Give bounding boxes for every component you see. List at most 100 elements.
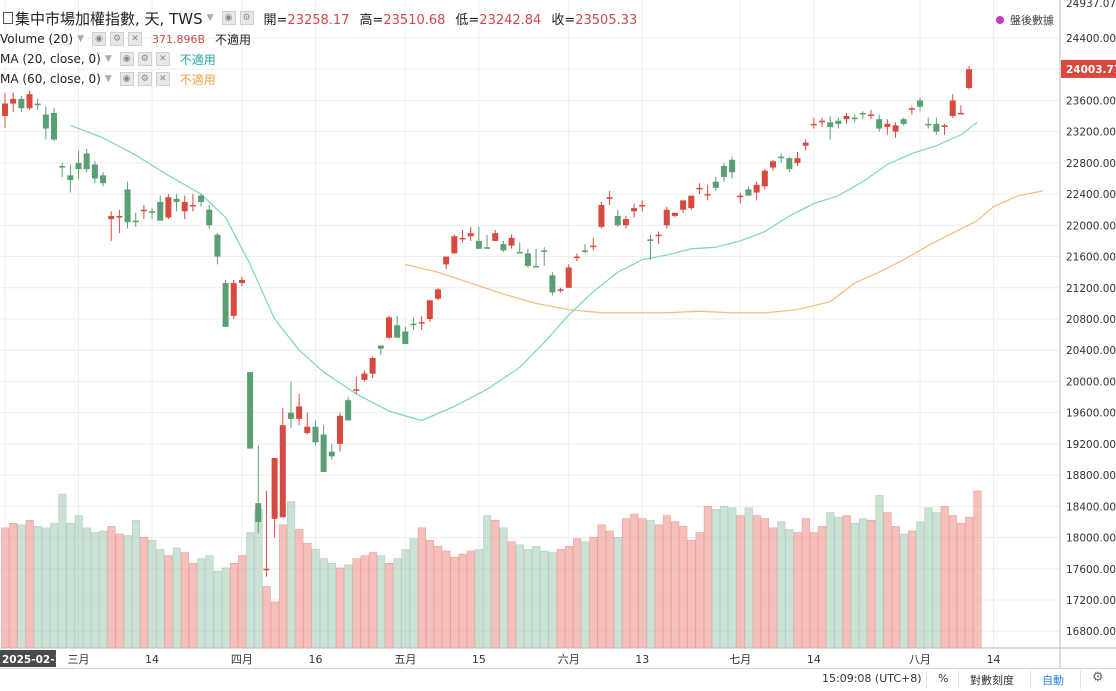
volume-bar bbox=[450, 556, 459, 649]
candle-body bbox=[884, 123, 891, 127]
volume-bar bbox=[360, 555, 369, 649]
volume-bar bbox=[344, 564, 353, 649]
eye-icon[interactable]: ◉ bbox=[119, 52, 134, 66]
y-tick-label: 20800.00 bbox=[1066, 314, 1116, 326]
y-tick-label: 17600.00 bbox=[1066, 564, 1116, 576]
settings-icon[interactable]: ⚙ bbox=[137, 72, 152, 86]
volume-bar bbox=[540, 550, 549, 649]
volume-bar bbox=[42, 527, 51, 649]
volume-bar bbox=[368, 552, 377, 649]
chevron-down-icon[interactable]: ▼ bbox=[77, 34, 84, 44]
y-tick-label: 19200.00 bbox=[1066, 439, 1116, 451]
volume-bar bbox=[646, 519, 655, 649]
volume-label[interactable]: Volume (20) bbox=[0, 32, 74, 46]
settings-icon[interactable]: ⚙ bbox=[239, 11, 254, 25]
volume-bar bbox=[801, 518, 810, 649]
candle-body bbox=[745, 189, 752, 196]
candle-body bbox=[157, 201, 164, 221]
candle-body bbox=[704, 194, 711, 196]
candle-body bbox=[320, 434, 327, 472]
current-date-badge bbox=[0, 650, 56, 667]
volume-bar bbox=[736, 515, 745, 649]
close-icon[interactable]: ✕ bbox=[128, 32, 142, 46]
candle-body bbox=[189, 205, 196, 207]
candle-body bbox=[614, 215, 621, 226]
candle-body bbox=[287, 412, 294, 419]
chevron-down-icon[interactable]: ▼ bbox=[206, 13, 214, 23]
volume-bar bbox=[99, 530, 108, 649]
candle-body bbox=[606, 197, 613, 199]
ma20-status: 不適用 bbox=[179, 52, 216, 67]
eye-icon[interactable]: ◉ bbox=[92, 32, 106, 46]
candle-body bbox=[753, 184, 760, 193]
clock-time: 15:09:08 (UTC+8) bbox=[822, 672, 922, 685]
candle-body bbox=[255, 503, 262, 522]
settings-icon[interactable]: ⚙ bbox=[137, 52, 152, 66]
candle-body bbox=[557, 289, 564, 291]
y-tick-label: 20400.00 bbox=[1066, 345, 1116, 357]
volume-bar bbox=[417, 527, 426, 649]
symbol-title[interactable]: 集中市場加權指數, 天, TWS bbox=[15, 9, 203, 28]
candle-body bbox=[492, 233, 499, 241]
volume-bar bbox=[499, 527, 508, 649]
volume-bar bbox=[189, 563, 198, 649]
auto-scale-toggle[interactable]: 自動 bbox=[1042, 674, 1064, 687]
candle-body bbox=[312, 426, 319, 443]
percent-toggle[interactable]: % bbox=[938, 672, 949, 685]
candle-body bbox=[59, 166, 66, 168]
menu-icon[interactable] bbox=[3, 12, 13, 24]
last-price-badge bbox=[1061, 59, 1116, 78]
volume-bar bbox=[613, 536, 622, 649]
candle-body bbox=[459, 237, 466, 240]
candle-body bbox=[541, 250, 548, 252]
settings-icon[interactable]: ⚙ bbox=[110, 32, 124, 46]
eye-icon[interactable]: ◉ bbox=[221, 11, 236, 25]
low-value: 23242.84 bbox=[479, 12, 542, 28]
candle-body bbox=[10, 98, 17, 104]
ma60-status: 不適用 bbox=[179, 72, 216, 87]
close-icon[interactable]: ✕ bbox=[155, 52, 170, 66]
candle-body bbox=[769, 161, 776, 168]
ma20-indicator-row: MA (20, close, 0) ▼ ◉ ⚙ ✕ 不適用 bbox=[0, 49, 216, 69]
candle-body bbox=[663, 209, 670, 226]
volume-bar bbox=[859, 518, 868, 649]
candle-body bbox=[296, 406, 303, 419]
volume-bar bbox=[842, 515, 851, 649]
settings-gear-icon[interactable]: ⚙ bbox=[1092, 670, 1104, 685]
volume-bar bbox=[711, 509, 721, 649]
chevron-down-icon[interactable]: ▼ bbox=[104, 54, 112, 64]
candle-body bbox=[418, 322, 425, 324]
volume-bar bbox=[695, 532, 704, 649]
log-scale-toggle[interactable]: 對數刻度 bbox=[970, 674, 1014, 687]
chevron-down-icon[interactable]: ▼ bbox=[104, 74, 112, 84]
candle-body bbox=[590, 245, 597, 248]
ma20-label[interactable]: MA (20, close, 0) bbox=[0, 52, 101, 66]
volume-bar bbox=[597, 524, 606, 649]
after-hours-badge[interactable]: 盤後數據 bbox=[996, 12, 1054, 28]
eye-icon[interactable]: ◉ bbox=[119, 72, 134, 86]
volume-bar bbox=[883, 512, 892, 649]
candle-body bbox=[42, 114, 49, 129]
volume-bar bbox=[58, 493, 67, 649]
candle-body bbox=[892, 125, 899, 132]
candle-body bbox=[802, 142, 809, 146]
y-tick-label: 17200.00 bbox=[1066, 595, 1116, 607]
candle-body bbox=[917, 100, 924, 107]
candle-body bbox=[484, 247, 491, 249]
close-icon[interactable]: ✕ bbox=[155, 72, 170, 86]
candle-body bbox=[345, 400, 352, 421]
volume-bar bbox=[532, 546, 541, 649]
volume-bar bbox=[393, 558, 402, 649]
y-tick-label: 22800.00 bbox=[1066, 158, 1116, 170]
candle-body bbox=[173, 198, 180, 202]
volume-bar bbox=[679, 526, 688, 649]
volume-bar bbox=[229, 563, 238, 649]
volume-bar bbox=[924, 507, 933, 649]
ma60-label[interactable]: MA (60, close, 0) bbox=[0, 72, 101, 86]
volume-bar bbox=[148, 539, 157, 649]
volume-bar bbox=[33, 526, 42, 649]
volume-bar bbox=[434, 546, 443, 649]
candle-body bbox=[761, 170, 768, 187]
